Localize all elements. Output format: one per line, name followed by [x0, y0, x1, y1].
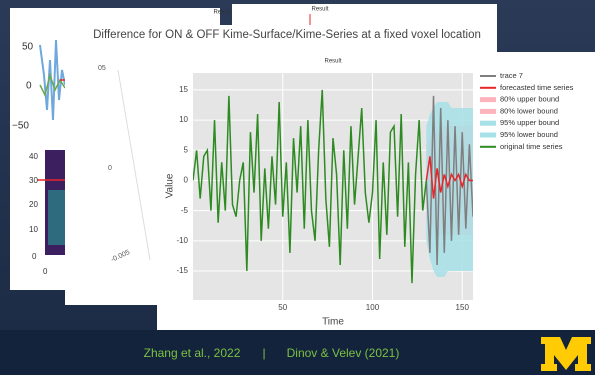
footer-left: Zhang et al., 2022 [144, 346, 241, 360]
y-tick-label: 15 [179, 85, 188, 94]
tick-label: 0 [26, 81, 32, 92]
y-tick-label: 10 [179, 115, 188, 124]
legend-label: 80% upper bound [500, 95, 559, 104]
y-tick-label: 5 [184, 145, 189, 154]
tick-label: 0 [32, 252, 37, 261]
tick-label: 05 [98, 65, 106, 72]
tick-label: 0 [108, 165, 112, 172]
tick-label: 30 [29, 176, 38, 185]
panel-title: Result [213, 10, 230, 16]
x-tick-label: 100 [366, 303, 380, 312]
panel-title: Difference for ON & OFF Kime-Surface/Kim… [93, 29, 481, 41]
tick-label: 20 [29, 200, 38, 209]
y-tick-label: 0 [184, 176, 189, 185]
panel-title: Result [311, 7, 328, 13]
tick-label: 50 [22, 42, 34, 53]
front-chart: Result Time Value -15 -10 -5 0 5 10 15 50 100 150… [157, 52, 595, 330]
footer-right: Dinov & Velev (2021) [287, 346, 400, 360]
tick-label: 10 [29, 225, 38, 234]
page: Zhang et al., 2022 | Dinov & Velev (2021… [0, 0, 595, 375]
panel [232, 4, 497, 26]
legend-label: 95% upper bound [500, 118, 559, 127]
legend-label: trace 7 [500, 71, 523, 80]
y-tick-label: -15 [176, 266, 188, 275]
x-tick-label: 50 [278, 303, 287, 312]
y-tick-label: -10 [176, 236, 188, 245]
x-tick-label: 150 [456, 303, 470, 312]
tick-label: 0 [43, 267, 48, 276]
chart-title: Result [324, 59, 341, 65]
legend-label: 80% lower bound [500, 106, 558, 115]
y-tick-label: -5 [181, 206, 189, 215]
slide: Zhang et al., 2022 | Dinov & Velev (2021… [0, 0, 595, 375]
legend-label: forecasted time series [500, 83, 574, 92]
tick-label: −50 [12, 121, 29, 132]
legend-label: 95% lower bound [500, 130, 558, 139]
legend-label: original time series [500, 142, 563, 151]
tick-label: 40 [29, 152, 38, 161]
y-axis-title: Value [165, 173, 176, 198]
x-axis-title: Time [322, 317, 344, 328]
back-panel: Result [232, 4, 497, 26]
footer-separator: | [262, 346, 265, 360]
